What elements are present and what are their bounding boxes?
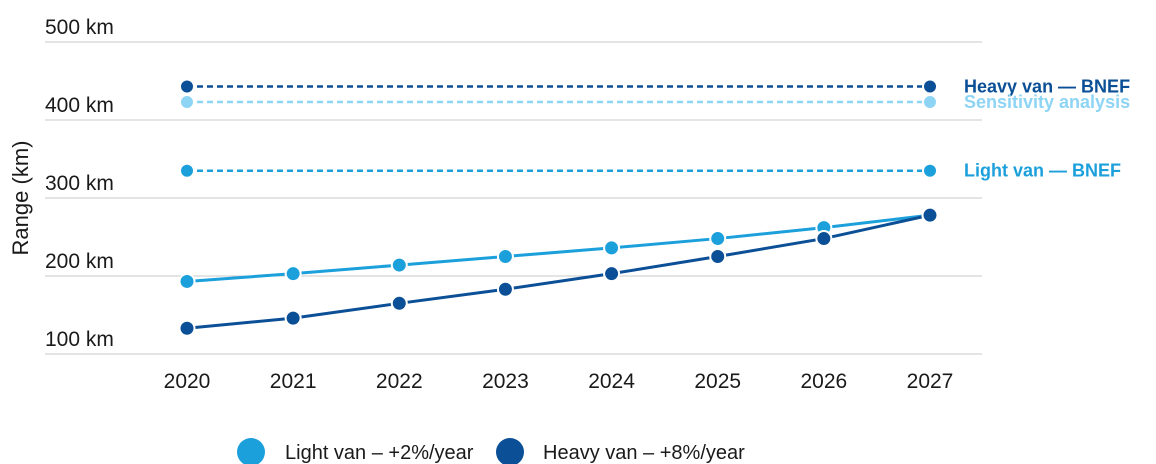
x-tick-label: 2022 [376, 370, 423, 393]
y-axis-ticks: 100 km 200 km 300 km 400 km 500 km [45, 16, 114, 351]
data-point [284, 265, 302, 283]
reference-line-label: Light van — BNEF [964, 161, 1121, 181]
legend-label: Light van – +2%/year [285, 442, 474, 464]
reference-point [922, 78, 938, 95]
reference-point [922, 94, 938, 111]
data-point [390, 256, 408, 274]
x-tick-label: 2021 [270, 370, 317, 393]
data-point [178, 272, 196, 290]
x-tick-label: 2027 [907, 370, 954, 393]
data-point [390, 294, 408, 312]
series-line [186, 213, 931, 330]
reference-point [179, 162, 195, 179]
y-axis-title: Range (km) [8, 141, 33, 256]
legend-marker [496, 438, 524, 464]
data-point [603, 265, 621, 283]
data-point [815, 230, 833, 248]
legend-label: Heavy van – +8%/year [543, 442, 745, 464]
gridlines [45, 41, 982, 355]
data-point [709, 230, 727, 248]
legend: Light van – +2%/year Heavy van – +8%/year [237, 438, 745, 464]
x-tick-label: 2025 [694, 370, 741, 393]
reference-point [179, 78, 195, 95]
y-tick-label: 500 km [45, 16, 114, 39]
reference-point [179, 94, 195, 111]
data-point [709, 248, 727, 265]
x-tick-label: 2024 [588, 370, 635, 393]
reference-point [922, 162, 938, 179]
data-point [496, 248, 514, 265]
x-tick-label: 2020 [164, 370, 211, 393]
data-point [921, 206, 939, 224]
data-point [603, 239, 621, 257]
x-tick-label: 2026 [800, 370, 847, 393]
y-tick-label: 300 km [45, 172, 114, 195]
y-tick-label: 200 km [45, 250, 114, 273]
y-tick-label: 100 km [45, 328, 114, 351]
data-point [496, 280, 514, 298]
data-point [178, 319, 196, 337]
x-tick-label: 2023 [482, 370, 529, 393]
legend-marker [237, 438, 265, 464]
data-point [284, 309, 302, 327]
reference-line-label: Sensitivity analysis [964, 92, 1130, 112]
x-axis-ticks: 2020 2021 2022 2023 2024 2025 2026 2027 [164, 370, 954, 393]
y-tick-label: 400 km [45, 94, 114, 117]
series-lines [178, 206, 939, 337]
series-line [186, 213, 931, 283]
reference-line-label: Heavy van — BNEF [964, 76, 1130, 96]
